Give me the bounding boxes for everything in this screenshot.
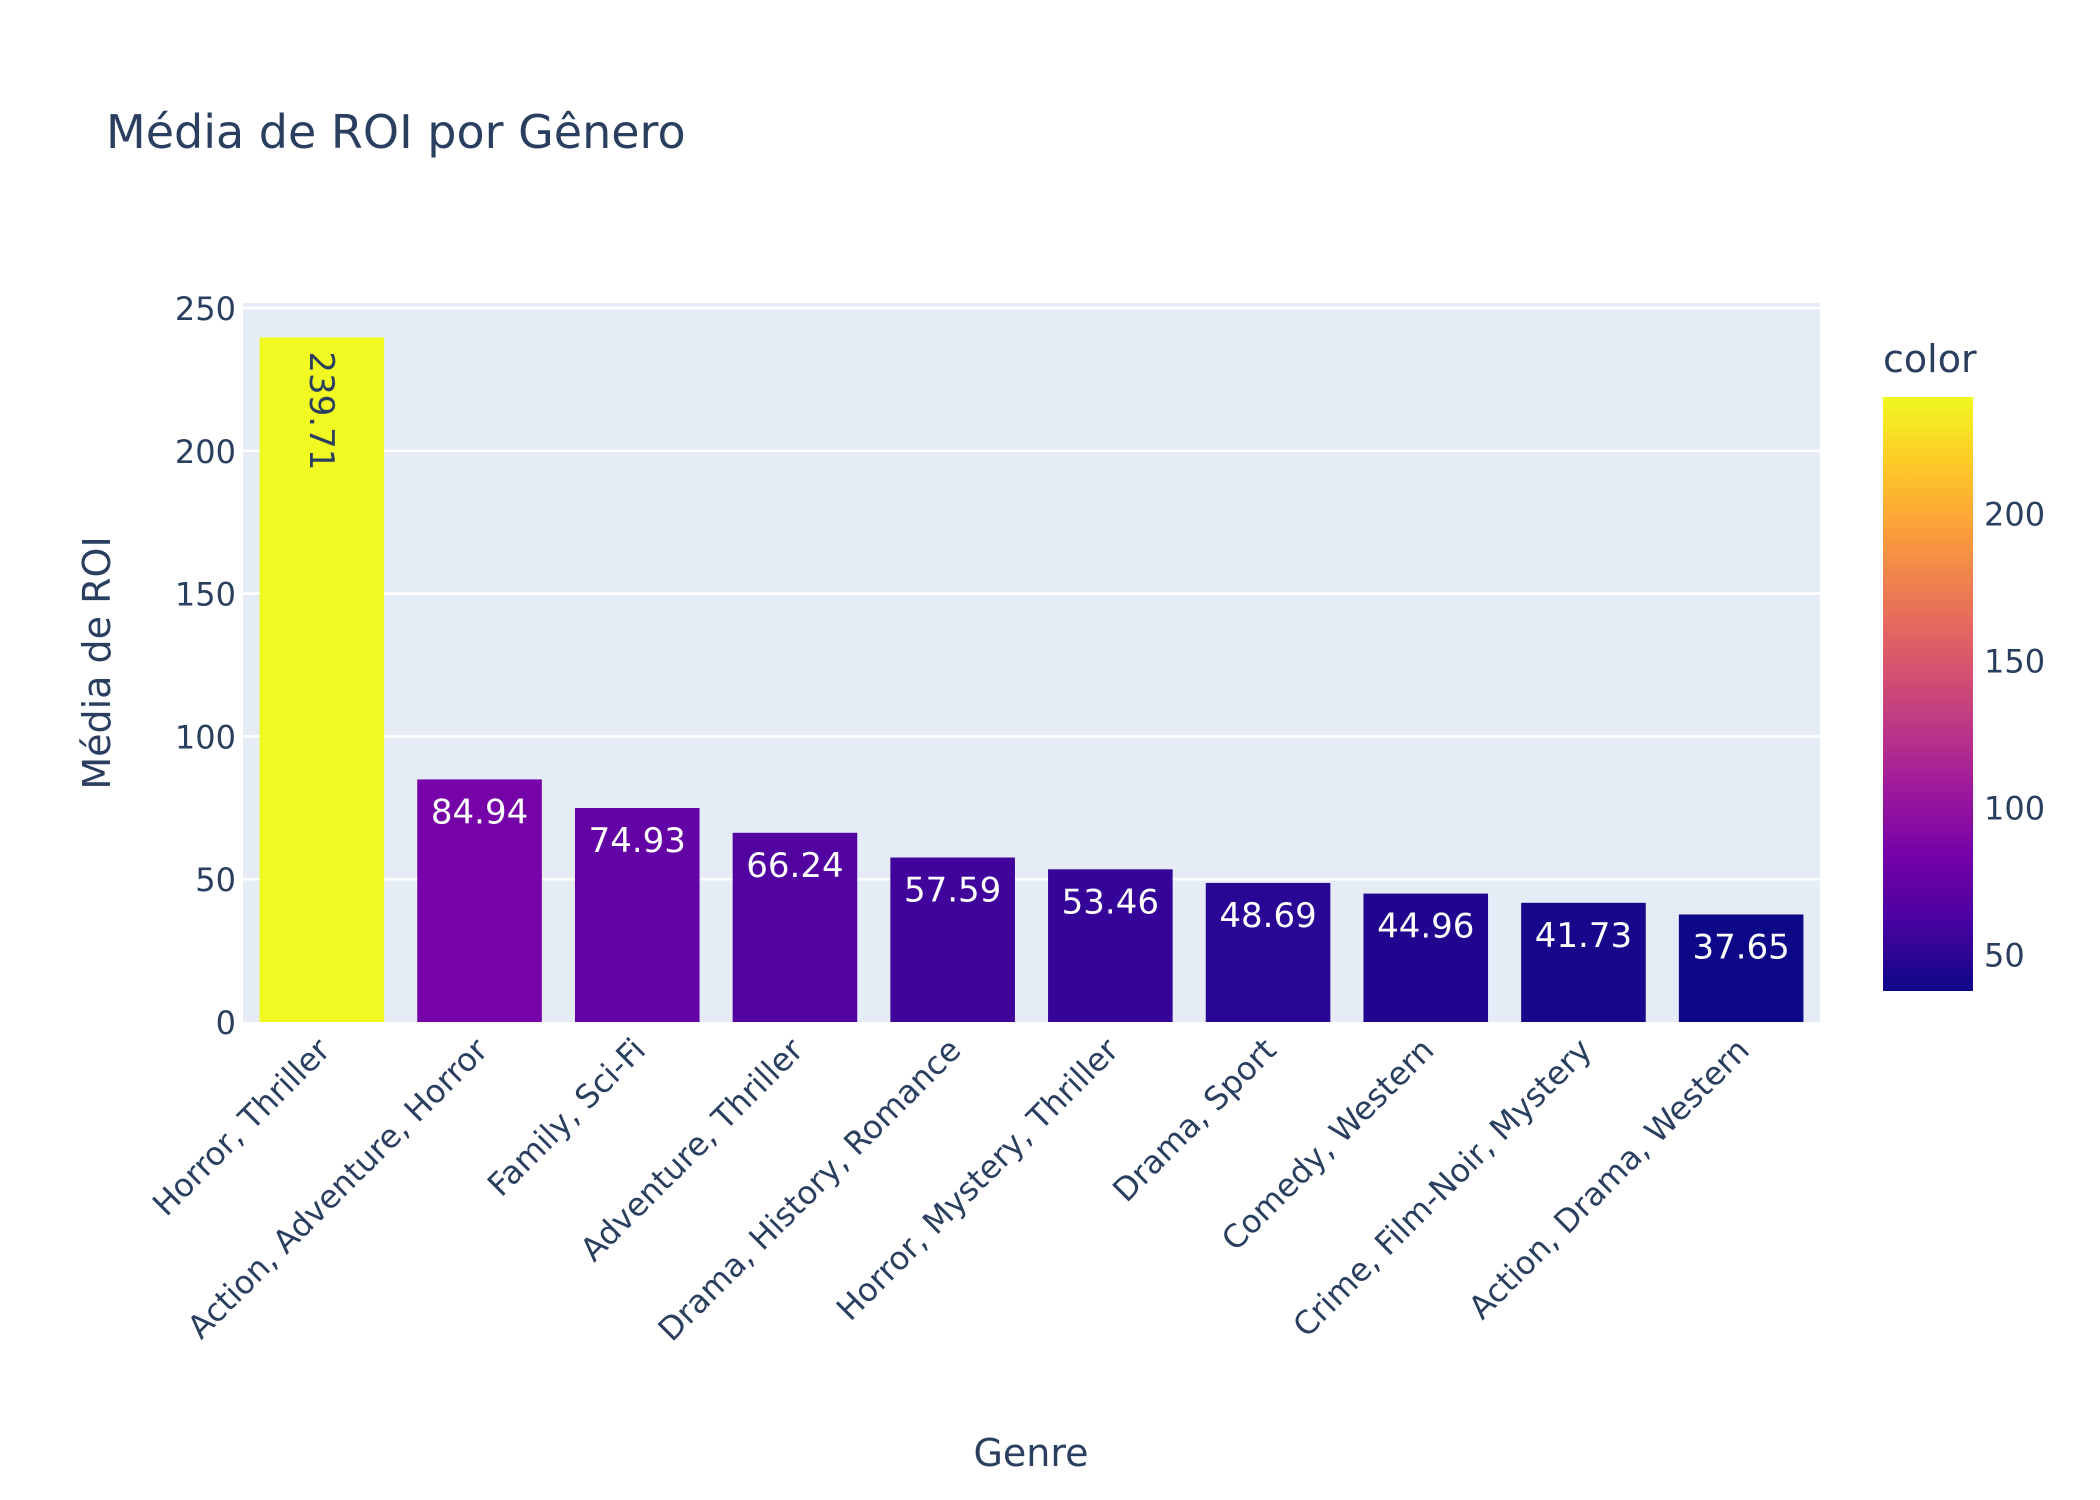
y-tick-label: 200 [175, 433, 236, 471]
bar[interactable] [417, 779, 542, 1022]
bar-value-label: 44.96 [1377, 907, 1474, 947]
colorbar [1883, 397, 1973, 991]
x-tick-label: Action, Drama, Western [1461, 1031, 1757, 1327]
x-axis-title: Genre [973, 1431, 1088, 1475]
colorbar-tick-label: 150 [1984, 643, 2045, 681]
x-tick-label: Horror, Mystery, Thriller [829, 1030, 1127, 1328]
colorbar-tick-label: 100 [1984, 790, 2045, 828]
x-tick-label: Drama, History, Romance [651, 1031, 969, 1349]
bar[interactable] [1521, 902, 1646, 1022]
y-axis-title: Média de ROI [75, 536, 119, 789]
bar[interactable] [574, 807, 700, 1022]
y-tick-label: 0 [216, 1004, 236, 1042]
y-tick-label: 100 [175, 718, 236, 756]
bar[interactable] [1205, 882, 1331, 1022]
bar-value-label: 37.65 [1692, 927, 1789, 967]
y-tick-label: 50 [195, 861, 236, 899]
colorbar-tick-label: 50 [1984, 937, 2025, 975]
colorbar-title: color [1883, 337, 1977, 381]
bar-value-label: 48.69 [1219, 896, 1316, 936]
y-tick-label: 250 [175, 290, 236, 328]
bar-value-label: 239.71 [301, 351, 341, 470]
bar-value-label: 57.59 [904, 871, 1001, 911]
x-tick-label: Crime, Film-Noir, Mystery [1285, 1031, 1599, 1345]
bar[interactable] [1363, 893, 1489, 1022]
x-tick-label: Action, Adventure, Horror [180, 1030, 496, 1346]
bar-value-label: 41.73 [1535, 916, 1632, 956]
chart-title: Média de ROI por Gênero [106, 105, 686, 159]
x-tick-label: Drama, Sport [1105, 1031, 1284, 1210]
bars: 239.71 84.94 74.93 66.24 57.59 53.46 48.69 44.9… [259, 337, 1804, 1022]
y-tick-label: 150 [175, 576, 236, 614]
y-tick-labels: 0 50 100 150 200 250 [175, 290, 236, 1042]
bar[interactable] [259, 337, 385, 1022]
colorbar-tick-labels: 50 100 150 200 [1984, 496, 2045, 975]
bar[interactable] [732, 832, 858, 1022]
x-tick-label: Family, Sci-Fi [480, 1031, 653, 1204]
bar[interactable] [1048, 869, 1173, 1022]
colorbar-tick-label: 200 [1984, 496, 2045, 534]
bar-value-label: 74.93 [589, 821, 686, 861]
bar-value-label: 66.24 [746, 846, 843, 886]
bar-value-label: 53.46 [1062, 882, 1159, 922]
bar-value-label: 84.94 [431, 792, 528, 832]
bar[interactable] [890, 857, 1015, 1022]
bar[interactable] [1678, 914, 1804, 1022]
